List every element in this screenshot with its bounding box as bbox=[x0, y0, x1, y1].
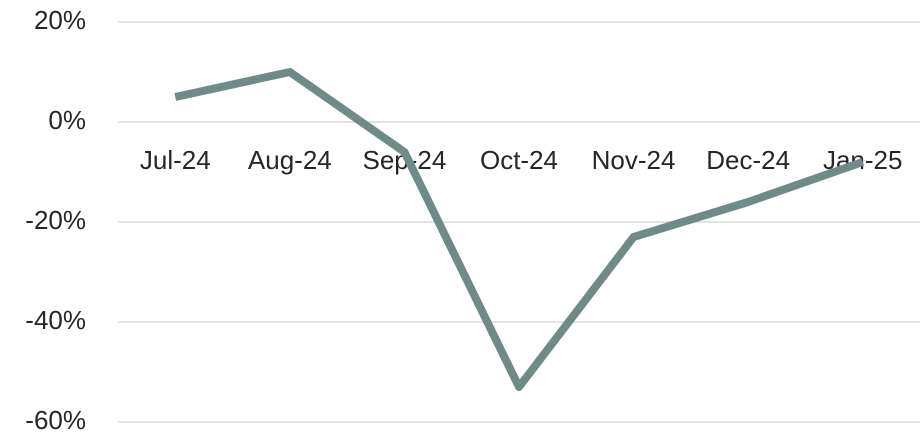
y-tick-label: 20% bbox=[34, 5, 86, 35]
x-tick-label: Nov-24 bbox=[592, 145, 676, 175]
x-tick-label: Aug-24 bbox=[248, 145, 332, 175]
x-tick-label: Jul-24 bbox=[140, 145, 211, 175]
y-tick-label: 0% bbox=[48, 105, 86, 135]
y-tick-label: -40% bbox=[25, 305, 86, 335]
y-tick-label: -60% bbox=[25, 405, 86, 435]
y-tick-label: -20% bbox=[25, 205, 86, 235]
x-tick-label: Oct-24 bbox=[480, 145, 558, 175]
data-line bbox=[174, 68, 865, 391]
x-tick-label: Dec-24 bbox=[706, 145, 790, 175]
